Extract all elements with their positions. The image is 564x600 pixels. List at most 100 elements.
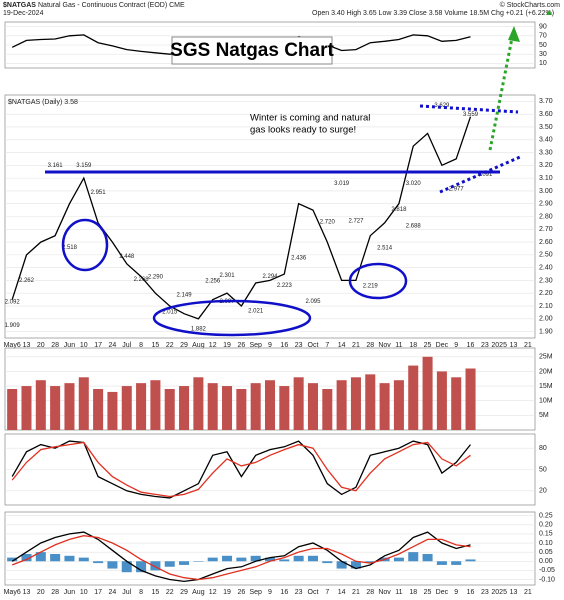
bar: [236, 557, 247, 562]
bar: [64, 383, 75, 430]
point-label: 2.688: [406, 223, 422, 229]
x-tick-label: Aug: [192, 342, 205, 349]
y-tick-label: 20: [539, 488, 547, 495]
x-tick-label: 21: [352, 589, 360, 596]
y-tick-label: 50: [539, 466, 547, 473]
y-tick-label: 3.60: [539, 111, 553, 118]
bar: [408, 365, 419, 430]
x-tick-label: 22: [166, 342, 174, 349]
x-tick-label: 19: [223, 342, 231, 349]
bar: [451, 561, 462, 565]
x-tick-label: 7: [325, 589, 329, 596]
bar: [422, 553, 433, 562]
x-tick-label: 17: [94, 342, 102, 349]
legend-label: $NATGAS (Daily) 3.58: [8, 99, 78, 106]
x-tick-label: 7: [325, 342, 329, 349]
x-tick-label: 26: [237, 589, 245, 596]
y-tick-label: 0.20: [539, 522, 553, 529]
x-tick-label: 21: [524, 589, 532, 596]
bar: [193, 561, 204, 562]
title-box: [171, 36, 333, 65]
bar: [451, 377, 462, 430]
y-tick-label: -0.10: [539, 576, 555, 583]
y-tick-label: 1.90: [539, 328, 553, 335]
x-tick-label: 23: [295, 342, 303, 349]
x-tick-label: 18: [409, 342, 417, 349]
y-tick-label: 10: [539, 60, 547, 67]
bar: [78, 557, 89, 562]
x-tick-label: 13: [510, 342, 518, 349]
x-tick-label: 23: [295, 589, 303, 596]
x-tick-label: 9: [454, 589, 458, 596]
point-label: 2.092: [5, 300, 21, 306]
bar: [422, 356, 433, 430]
y-tick-label: 90: [539, 23, 547, 30]
x-tick-label: 22: [166, 589, 174, 596]
x-tick-label: 14: [338, 342, 346, 349]
quote: Open 3.40 High 3.65 Low 3.39 Close 3.58 …: [312, 10, 554, 17]
point-label: 2.951: [91, 190, 107, 196]
x-tick-label: Sep: [249, 342, 262, 349]
point-label: 2.818: [391, 207, 407, 213]
point-label: 2.015: [162, 309, 178, 315]
bar: [365, 561, 376, 564]
bar: [279, 559, 290, 562]
bar: [35, 380, 46, 430]
bar: [236, 389, 247, 430]
point-label: 2.290: [148, 274, 164, 280]
bar: [179, 561, 190, 565]
y-tick-label: 2.50: [539, 252, 553, 259]
y-tick-label: 2.40: [539, 265, 553, 272]
circle: [61, 218, 109, 272]
bar: [136, 561, 147, 573]
x-tick-label: 12: [209, 589, 217, 596]
point-label: 3.020: [406, 181, 422, 187]
y-tick-label: -0.05: [539, 567, 555, 574]
bar: [307, 383, 318, 430]
chart-title: SGS Natgas Chart: [170, 40, 334, 61]
point-label: 3.159: [76, 163, 92, 169]
point-label: 3.019: [334, 181, 350, 187]
y-tick-label: 3.70: [539, 98, 553, 105]
bar: [365, 374, 376, 430]
bar: [107, 561, 118, 569]
bar: [207, 383, 218, 430]
trend-line: [419, 104, 519, 114]
point-label: 3.559: [463, 112, 479, 118]
x-tick-label: 8: [139, 589, 143, 596]
point-label: 2.977: [449, 186, 465, 192]
x-tick-label: 8: [139, 342, 143, 349]
bar: [465, 559, 476, 562]
y-tick-label: 2.10: [539, 303, 553, 310]
bar: [164, 561, 175, 567]
y-tick-label: 5M: [539, 412, 549, 419]
bar: [93, 561, 104, 564]
arrow-head: [508, 26, 520, 42]
x-tick-label: 28: [51, 589, 59, 596]
bar: [222, 386, 233, 430]
y-tick-label: 3.20: [539, 162, 553, 169]
y-tick-label: 0.00: [539, 558, 553, 565]
x-tick-label: 24: [109, 589, 117, 596]
bar: [7, 557, 18, 562]
y-tick-label: 2.90: [539, 201, 553, 208]
y-tick-label: 3.50: [539, 124, 553, 131]
series-line: [11, 441, 471, 498]
point-label: 3.091: [477, 172, 493, 178]
bar: [336, 561, 347, 569]
bar: [393, 557, 404, 562]
point-label: 3.161: [48, 163, 64, 169]
y-tick-label: 2.70: [539, 226, 553, 233]
x-tick-label: 2025: [491, 589, 507, 596]
up-arrow: [546, 10, 552, 15]
x-tick-label: Nov: [378, 589, 391, 596]
description: Natural Gas - Continuous Contract (EOD) …: [38, 2, 185, 9]
x-tick-label: 16: [280, 342, 288, 349]
bar: [21, 386, 32, 430]
x-tick-label: Aug: [192, 589, 205, 596]
x-tick-label: 15: [152, 342, 160, 349]
y-tick-label: 0.15: [539, 531, 553, 538]
bar: [222, 555, 233, 562]
x-tick-label: 25: [424, 589, 432, 596]
x-tick-label: Jul: [122, 342, 131, 349]
